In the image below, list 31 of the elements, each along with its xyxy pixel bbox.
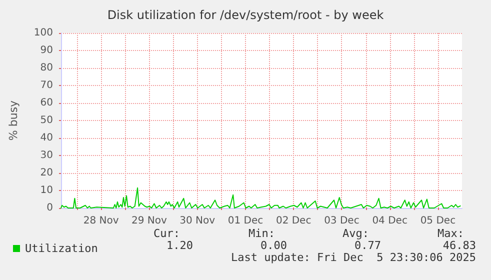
y-tick-label: 90: [40, 45, 53, 56]
x-tick-label: 30 Nov: [180, 216, 216, 226]
text: 46.83: [442, 239, 476, 252]
y-tick-label: 70: [40, 80, 53, 91]
x-tick-label: 05 Dec: [420, 216, 456, 226]
y-tick-label: 0: [46, 202, 53, 214]
text: 1.20: [166, 239, 193, 252]
text: Last update: Fri Dec 5 23:30:06 2025: [230, 251, 476, 264]
x-tick-label: 03 Dec: [324, 216, 360, 226]
y-tick-label: 20: [40, 168, 53, 178]
y-tick-label: 100: [34, 28, 53, 38]
text: Max:: [438, 227, 464, 240]
chart-title: Disk utilization for /dev/system/root - by week: [107, 8, 384, 22]
x-tick-label: 04 Dec: [372, 216, 408, 226]
text: Min:: [248, 227, 275, 240]
y-tick-label: 40: [40, 132, 53, 144]
y-axis-title: % busy: [7, 100, 20, 141]
x-tick-label: 02 Dec: [276, 216, 312, 226]
text: 0.77: [354, 239, 381, 252]
x-tick-label: 29 Nov: [132, 216, 168, 226]
text: 0.00: [260, 239, 287, 252]
x-tick-label: 28 Nov: [83, 216, 119, 226]
legend-label: Utilization: [25, 242, 98, 255]
y-tick-label: 60: [40, 98, 53, 108]
y-tick-label: 50: [40, 115, 53, 126]
y-tick-label: 80: [40, 62, 53, 74]
text: Avg:: [342, 227, 369, 240]
y-tick-label: 30: [40, 150, 53, 161]
y-tick-label: 10: [40, 185, 53, 196]
x-tick-label: 01 Dec: [228, 216, 264, 226]
text: Cur:: [154, 227, 180, 240]
